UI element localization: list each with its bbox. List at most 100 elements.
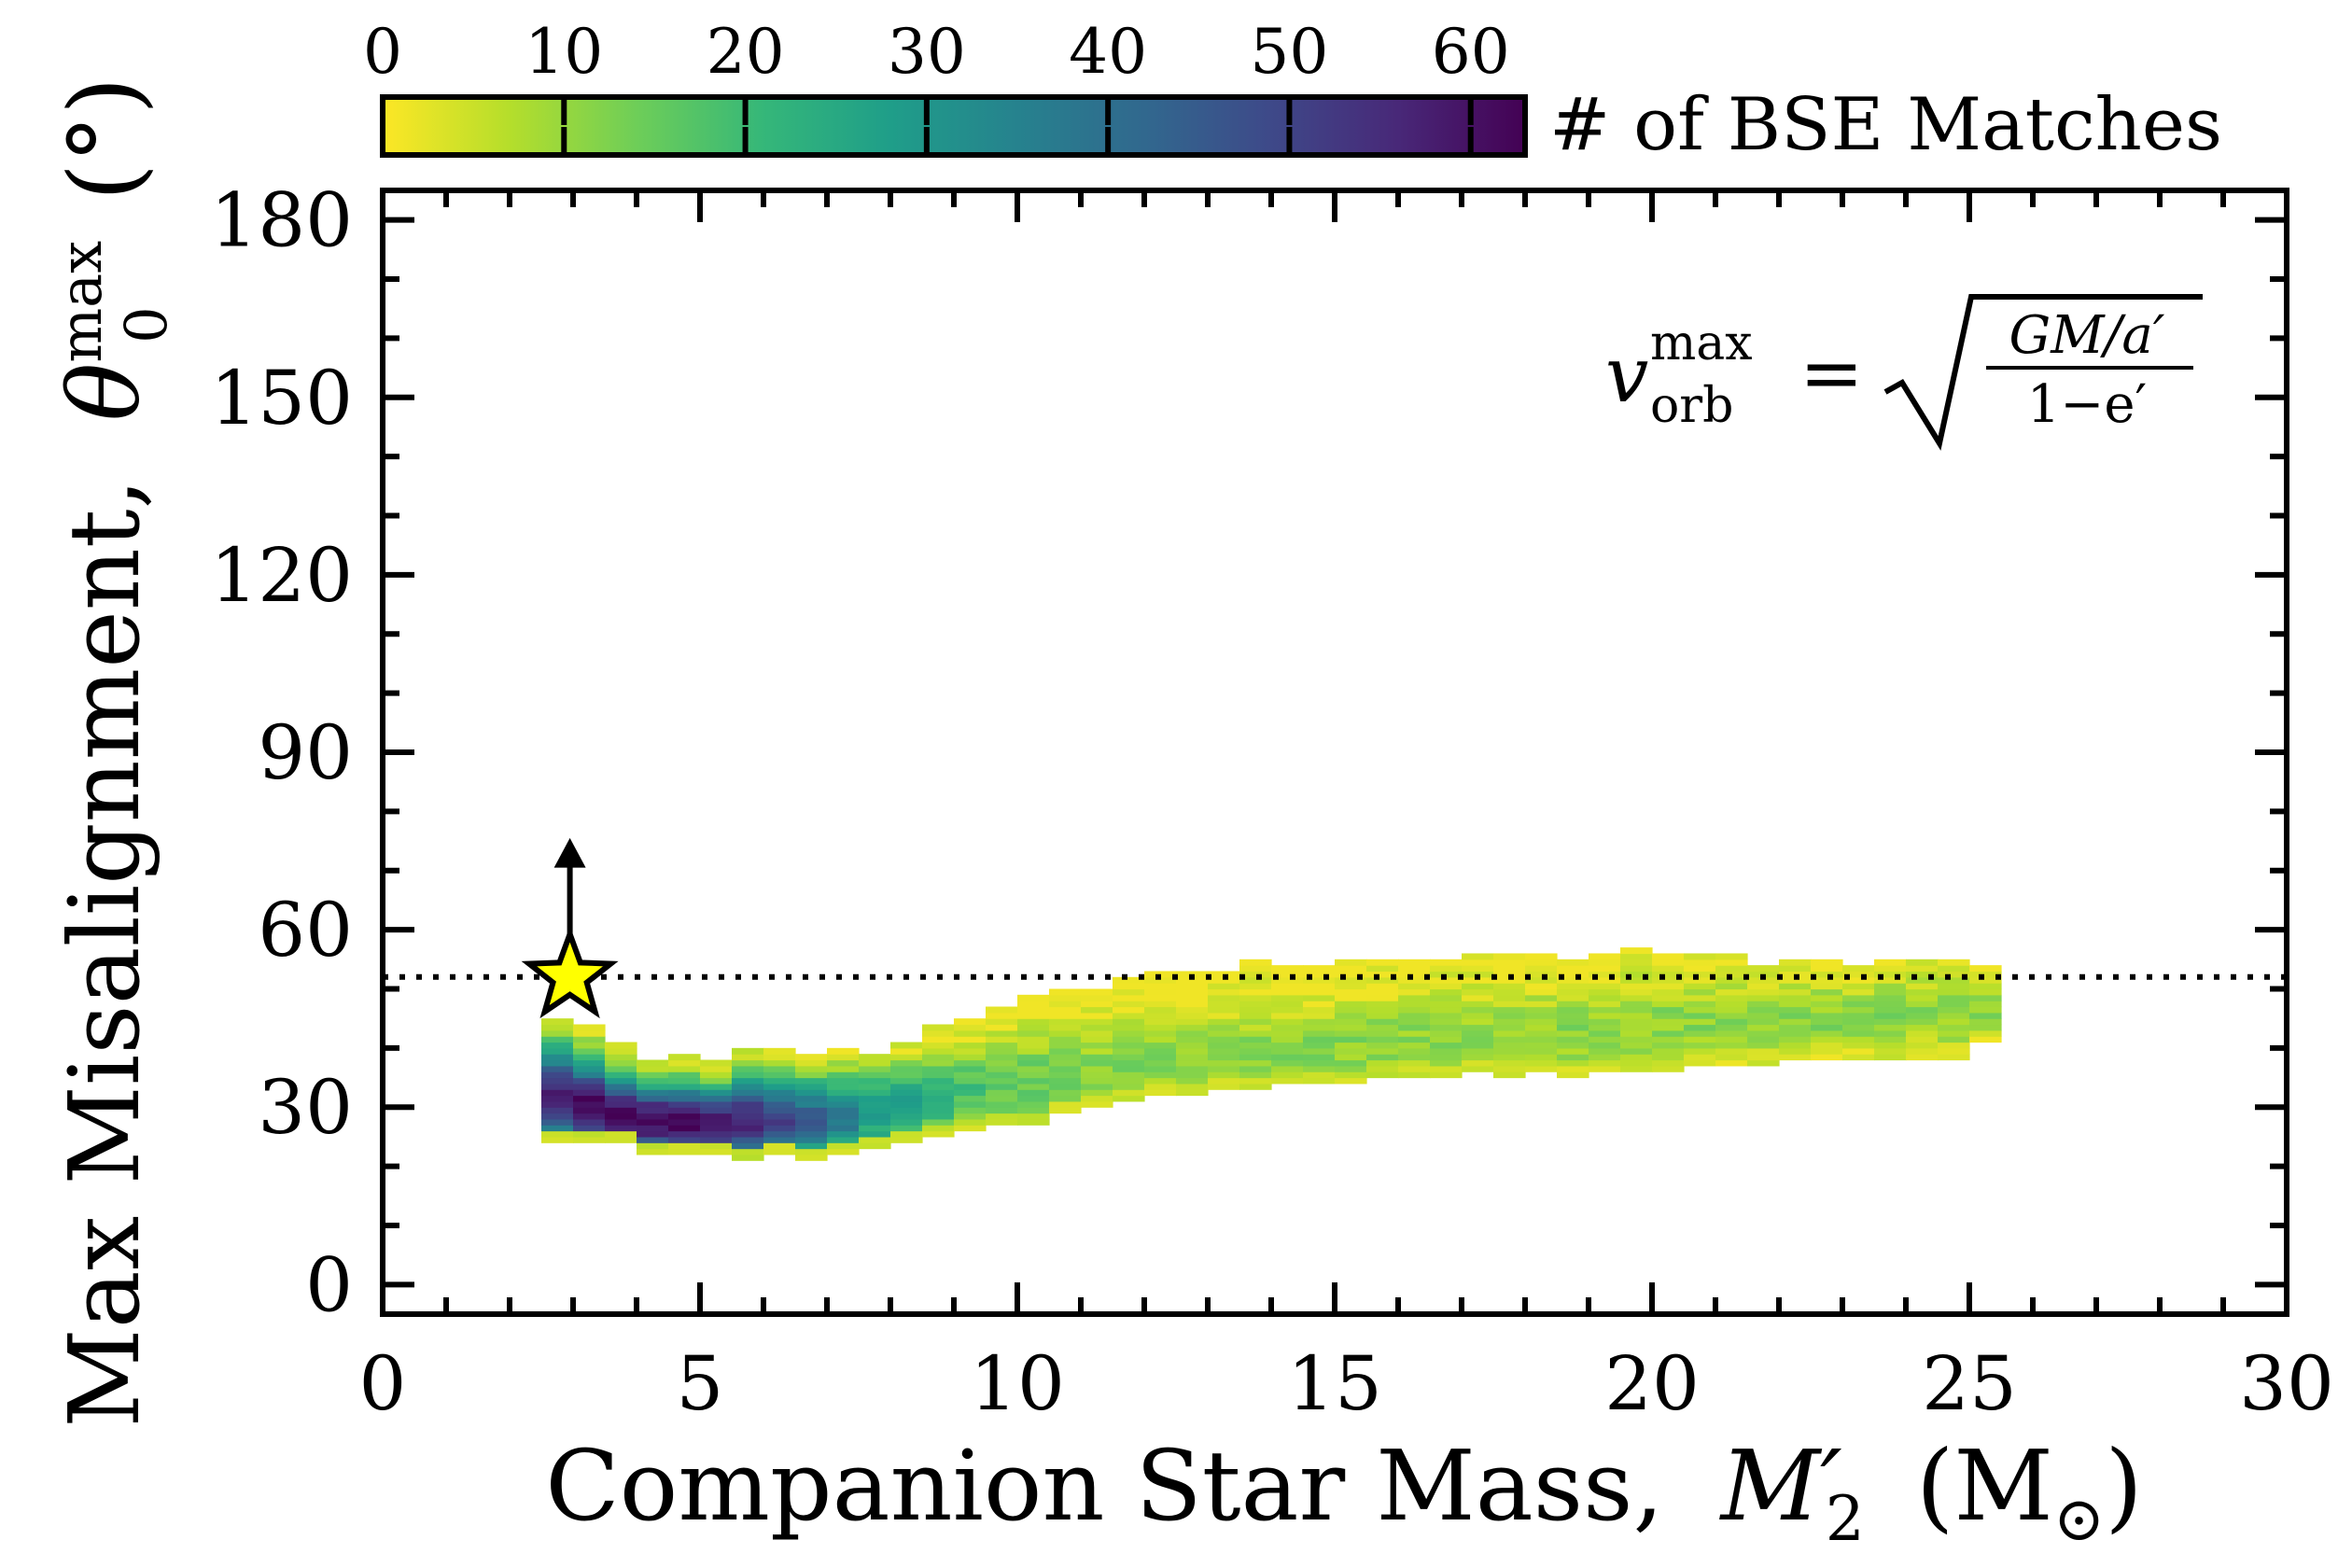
heatmap-cell bbox=[668, 1077, 701, 1085]
heatmap-cell bbox=[1017, 1047, 1050, 1055]
heatmap-cell bbox=[1811, 1054, 1843, 1061]
heatmap-cell bbox=[1430, 1065, 1463, 1072]
heatmap-cell bbox=[541, 1125, 574, 1132]
heatmap-cell bbox=[1271, 1024, 1304, 1031]
colorbar-ticks bbox=[561, 97, 1474, 155]
heatmap-cell bbox=[954, 1077, 987, 1085]
heatmap-cell bbox=[1620, 988, 1653, 996]
heatmap-cell bbox=[1049, 1018, 1082, 1026]
heatmap-cell bbox=[1144, 1024, 1177, 1031]
heatmap-cell bbox=[1239, 1065, 1272, 1072]
heatmap-cell bbox=[954, 1095, 987, 1102]
heatmap-cell bbox=[1525, 988, 1558, 996]
heatmap-cell bbox=[1938, 965, 1970, 973]
heatmap-cell bbox=[1176, 1047, 1209, 1055]
heatmap-cell bbox=[1239, 1047, 1272, 1055]
heatmap-cell bbox=[700, 1130, 733, 1138]
heatmap-cell bbox=[732, 1148, 764, 1155]
heatmap-cell bbox=[1335, 1024, 1367, 1031]
heatmap-cell bbox=[1557, 1042, 1589, 1049]
heatmap-cell bbox=[637, 1142, 669, 1150]
heatmap-cell bbox=[763, 1130, 796, 1138]
heatmap-cell bbox=[1747, 1024, 1780, 1031]
heatmap-cell bbox=[1303, 1018, 1336, 1026]
heatmap-cell bbox=[1906, 1001, 1939, 1008]
heatmap-cell bbox=[1271, 965, 1304, 973]
heatmap-cell bbox=[1081, 1100, 1113, 1108]
heatmap-cell bbox=[1176, 988, 1209, 996]
colorbar: 0 10 20 30 40 50 60 # of BSE Matches bbox=[363, 16, 2222, 167]
heatmap-cell bbox=[859, 1107, 891, 1114]
heatmap-cell bbox=[700, 1142, 733, 1150]
heatmap-cell bbox=[668, 1065, 701, 1072]
heatmap-cell bbox=[1969, 994, 2002, 1001]
heatmap-cell bbox=[1430, 1012, 1463, 1019]
y-label-superscript: max bbox=[47, 241, 115, 363]
heatmap-cell bbox=[668, 1095, 701, 1102]
heatmap-cell bbox=[1811, 988, 1843, 996]
heatmap-cell bbox=[1271, 1012, 1304, 1019]
heatmap-cell bbox=[890, 1054, 923, 1061]
heatmap-cell bbox=[1335, 965, 1367, 973]
heatmap-cell bbox=[986, 1083, 1018, 1090]
heatmap-cell bbox=[763, 1148, 796, 1155]
heatmap-cell bbox=[605, 1113, 637, 1120]
heatmap-cell bbox=[1017, 1042, 1050, 1049]
heatmap-cell bbox=[795, 1054, 828, 1061]
heatmap-cell bbox=[1938, 976, 1970, 984]
heatmap-cell bbox=[890, 1136, 923, 1143]
heatmap-cell bbox=[1620, 1001, 1653, 1008]
heatmap-cell bbox=[1398, 1018, 1431, 1026]
heatmap-cell bbox=[668, 1125, 701, 1132]
heatmap-cell bbox=[1842, 965, 1875, 973]
heatmap-cell bbox=[1589, 1054, 1621, 1061]
heatmap-cell bbox=[1525, 1024, 1558, 1031]
heatmap-cell bbox=[1938, 1001, 1970, 1008]
heatmap-cell bbox=[1144, 1059, 1177, 1067]
heatmap-cell bbox=[700, 1077, 733, 1085]
heatmap-cell bbox=[1969, 965, 2002, 973]
heatmap-cell bbox=[1779, 1042, 1812, 1049]
heatmap-cell bbox=[1366, 1029, 1399, 1037]
heatmap-cell bbox=[1589, 994, 1621, 1001]
heatmap-cell bbox=[1684, 1024, 1716, 1031]
heatmap-cell bbox=[1398, 1059, 1431, 1067]
y-axis-label: Max Misalignment, θmax0 (°) bbox=[47, 77, 180, 1428]
heatmap-cell bbox=[1462, 1024, 1494, 1031]
heatmap-cell bbox=[1684, 983, 1716, 990]
heatmap-cell bbox=[1938, 988, 1970, 996]
heatmap-cell bbox=[637, 1059, 669, 1067]
heatmap-cell bbox=[1842, 1054, 1875, 1061]
heatmap-cell bbox=[1462, 959, 1494, 966]
heatmap-cell bbox=[1557, 994, 1589, 1001]
heatmap-cell bbox=[1144, 1047, 1177, 1055]
heatmap-cell bbox=[954, 1100, 987, 1108]
y-label-unit: (°) bbox=[48, 77, 161, 201]
colorbar-tick-label: 30 bbox=[888, 16, 966, 88]
heatmap-cell bbox=[1589, 1018, 1621, 1026]
heatmap-cell bbox=[1589, 953, 1621, 960]
heatmap-cell bbox=[732, 1125, 764, 1132]
heatmap-cell bbox=[1366, 1071, 1399, 1079]
heatmap-cell bbox=[1462, 994, 1494, 1001]
heatmap-cell bbox=[1811, 976, 1843, 984]
heatmap-cell bbox=[1525, 1036, 1558, 1043]
heatmap-cell bbox=[541, 1136, 574, 1143]
heatmap-cell bbox=[1589, 1024, 1621, 1031]
heatmap-cell bbox=[1811, 1047, 1843, 1055]
heatmap-cell bbox=[1430, 1059, 1463, 1067]
heatmap-cell bbox=[1493, 1071, 1526, 1079]
heatmap-cell bbox=[1239, 1083, 1272, 1090]
heatmap-cell bbox=[986, 1047, 1018, 1055]
heatmap-cell bbox=[890, 1089, 923, 1097]
heatmap-cell bbox=[1589, 1059, 1621, 1067]
heatmap-cell bbox=[1525, 971, 1558, 978]
heatmap-cell bbox=[1208, 1012, 1240, 1019]
heatmap-cell bbox=[954, 1089, 987, 1097]
heatmap-cell bbox=[1208, 1059, 1240, 1067]
heatmap-cell bbox=[922, 1125, 955, 1132]
heatmap-cell bbox=[1811, 1012, 1843, 1019]
heatmap-cell bbox=[795, 1148, 828, 1155]
heatmap-cell bbox=[1525, 994, 1558, 1001]
heatmap-cell bbox=[700, 1071, 733, 1079]
